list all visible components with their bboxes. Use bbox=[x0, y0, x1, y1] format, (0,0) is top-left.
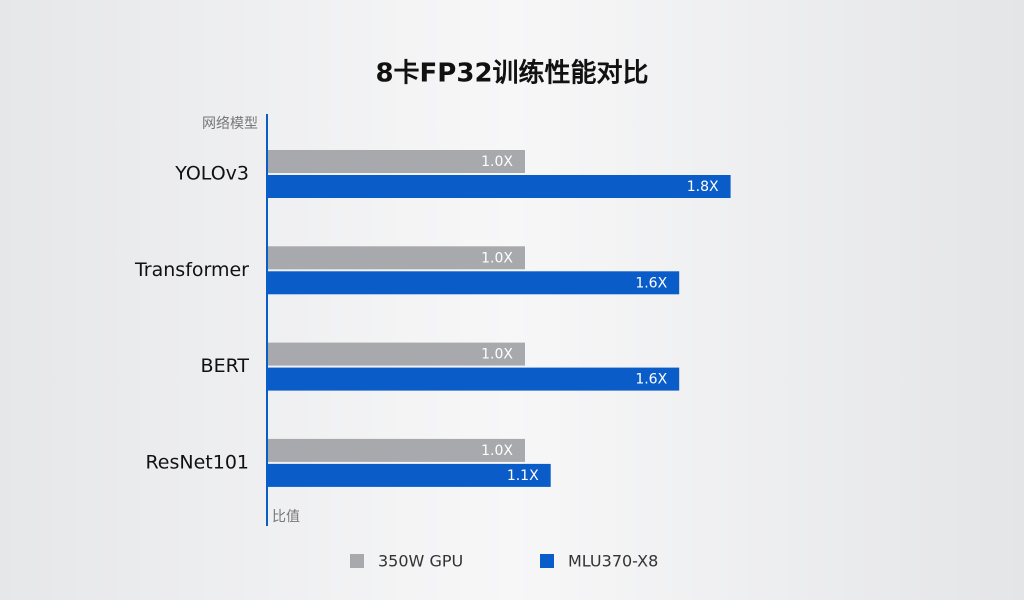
y-tick-label: YOLOv3 bbox=[174, 163, 249, 185]
bar bbox=[268, 175, 731, 198]
bar bbox=[268, 246, 525, 270]
legend-label: 350W GPU bbox=[378, 552, 463, 571]
y-tick-label: BERT bbox=[201, 355, 250, 377]
chart-title: 8卡FP32训练性能对比 bbox=[375, 58, 648, 89]
y-tick-label: ResNet101 bbox=[145, 451, 249, 473]
y-tick-label: Transformer bbox=[134, 259, 249, 281]
data-label: 1.6X bbox=[635, 372, 667, 388]
data-label: 1.0X bbox=[481, 443, 513, 459]
data-label: 1.0X bbox=[481, 347, 513, 363]
legend-label: MLU370-X8 bbox=[568, 552, 658, 571]
bar bbox=[268, 438, 525, 462]
bar bbox=[268, 463, 551, 487]
data-label: 1.0X bbox=[481, 154, 513, 170]
legend-swatch bbox=[350, 554, 364, 568]
y-axis-label: 网络模型 bbox=[202, 116, 258, 132]
x-axis-label: 比值 bbox=[272, 509, 300, 525]
data-label: 1.0X bbox=[481, 250, 513, 266]
bar bbox=[268, 150, 525, 173]
bar bbox=[268, 342, 525, 366]
bar bbox=[268, 367, 680, 391]
data-label: 1.8X bbox=[687, 179, 719, 195]
data-label: 1.6X bbox=[635, 275, 667, 291]
legend-swatch bbox=[540, 554, 554, 568]
bar bbox=[268, 271, 680, 295]
data-label: 1.1X bbox=[507, 468, 539, 484]
